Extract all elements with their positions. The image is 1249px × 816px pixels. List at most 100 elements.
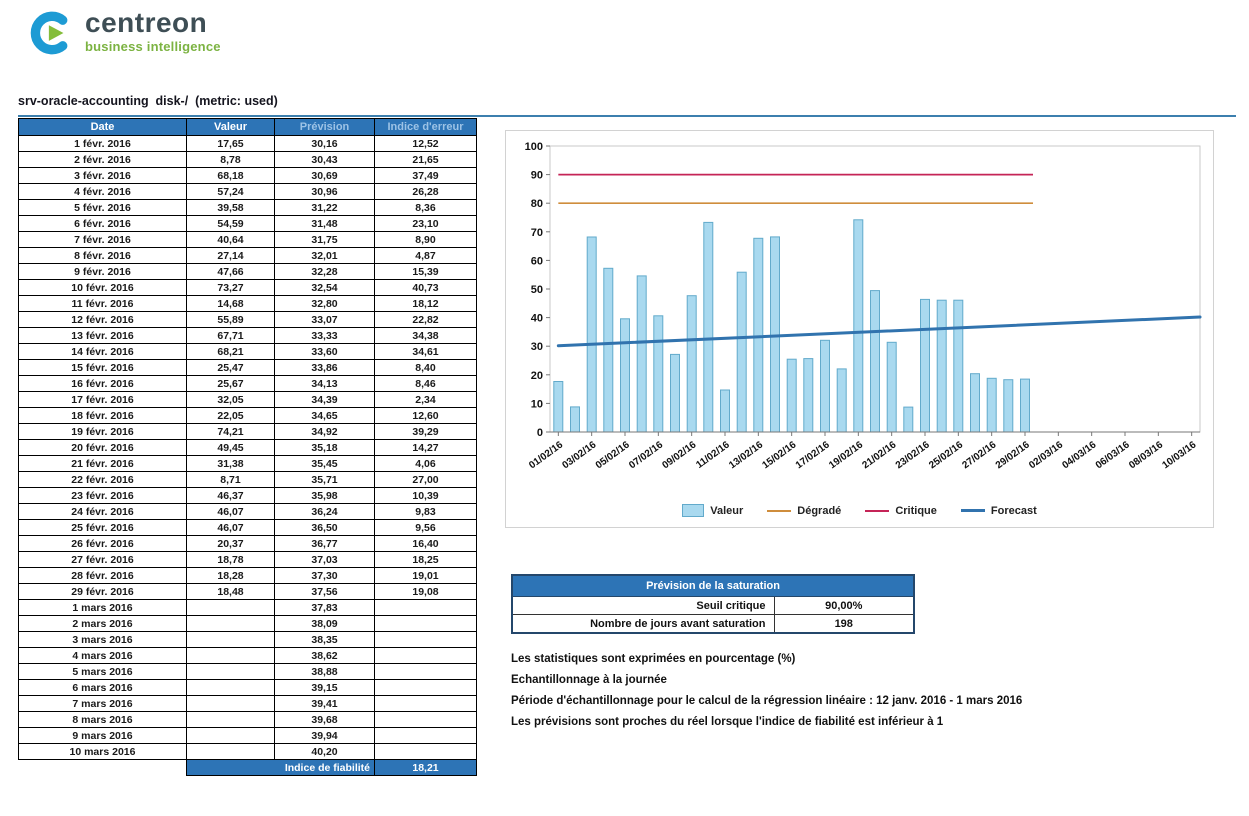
saturation-value: 90,00% <box>774 597 914 615</box>
column-header-erreur: Indice d'erreur <box>375 119 477 136</box>
erreur-cell: 34,38 <box>375 328 477 344</box>
prevision-cell: 34,92 <box>275 424 375 440</box>
erreur-cell: 2,34 <box>375 392 477 408</box>
valeur-cell: 27,14 <box>187 248 275 264</box>
valeur-bar <box>554 382 563 433</box>
valeur-cell <box>187 744 275 760</box>
table-row: 3 mars 201638,35 <box>19 632 477 648</box>
valeur-cell: 46,07 <box>187 520 275 536</box>
erreur-cell <box>375 744 477 760</box>
erreur-cell: 16,40 <box>375 536 477 552</box>
valeur-cell: 8,78 <box>187 152 275 168</box>
table-row: 2 mars 201638,09 <box>19 616 477 632</box>
valeur-cell: 49,45 <box>187 440 275 456</box>
date-cell: 5 mars 2016 <box>19 664 187 680</box>
legend-item-valeur: Valeur <box>682 504 743 517</box>
prevision-cell: 34,13 <box>275 376 375 392</box>
legend-label: Dégradé <box>797 505 841 517</box>
date-cell: 9 mars 2016 <box>19 728 187 744</box>
date-cell: 20 févr. 2016 <box>19 440 187 456</box>
valeur-cell: 31,38 <box>187 456 275 472</box>
legend-label: Critique <box>895 505 937 517</box>
table-row: 10 mars 201640,20 <box>19 744 477 760</box>
column-header-prevision: Prévision <box>275 119 375 136</box>
date-cell: 28 févr. 2016 <box>19 568 187 584</box>
date-cell: 10 mars 2016 <box>19 744 187 760</box>
table-row: 9 févr. 201647,6632,2815,39 <box>19 264 477 280</box>
prevision-cell: 36,50 <box>275 520 375 536</box>
valeur-cell <box>187 616 275 632</box>
table-row: 28 févr. 201618,2837,3019,01 <box>19 568 477 584</box>
prevision-cell: 37,03 <box>275 552 375 568</box>
erreur-cell: 9,56 <box>375 520 477 536</box>
column-header-date: Date <box>19 119 187 136</box>
valeur-cell: 68,18 <box>187 168 275 184</box>
prevision-cell: 39,68 <box>275 712 375 728</box>
svg-text:21/02/16: 21/02/16 <box>860 439 898 471</box>
table-row: 17 févr. 201632,0534,392,34 <box>19 392 477 408</box>
date-cell: 8 mars 2016 <box>19 712 187 728</box>
prevision-cell: 33,86 <box>275 360 375 376</box>
legend-label: Valeur <box>710 505 743 517</box>
erreur-cell: 4,06 <box>375 456 477 472</box>
erreur-cell <box>375 616 477 632</box>
table-row: 9 mars 201639,94 <box>19 728 477 744</box>
prevision-cell: 34,39 <box>275 392 375 408</box>
date-cell: 17 févr. 2016 <box>19 392 187 408</box>
valeur-cell: 18,28 <box>187 568 275 584</box>
forecast-table-body: 1 févr. 201617,6530,1612,522 févr. 20168… <box>19 136 477 760</box>
svg-text:30: 30 <box>531 341 543 353</box>
prevision-cell: 33,60 <box>275 344 375 360</box>
prevision-cell: 30,43 <box>275 152 375 168</box>
prevision-cell: 31,75 <box>275 232 375 248</box>
prevision-cell: 35,18 <box>275 440 375 456</box>
valeur-cell <box>187 664 275 680</box>
date-cell: 25 févr. 2016 <box>19 520 187 536</box>
valeur-cell <box>187 648 275 664</box>
valeur-cell: 46,07 <box>187 504 275 520</box>
table-row: 16 févr. 201625,6734,138,46 <box>19 376 477 392</box>
prevision-cell: 36,24 <box>275 504 375 520</box>
reliability-label: Indice de fiabilité <box>187 760 375 776</box>
valeur-cell: 67,71 <box>187 328 275 344</box>
erreur-cell: 8,36 <box>375 200 477 216</box>
prevision-cell: 36,77 <box>275 536 375 552</box>
valeur-bar <box>971 374 980 432</box>
svg-text:100: 100 <box>525 141 543 153</box>
prevision-cell: 30,96 <box>275 184 375 200</box>
legend-label: Forecast <box>991 505 1037 517</box>
erreur-cell: 23,10 <box>375 216 477 232</box>
forecast-swatch-icon <box>961 509 985 512</box>
valeur-cell: 17,65 <box>187 136 275 152</box>
valeur-bar <box>571 407 580 432</box>
saturation-label: Nombre de jours avant saturation <box>512 615 774 634</box>
table-row: 10 févr. 201673,2732,5440,73 <box>19 280 477 296</box>
valeur-cell <box>187 712 275 728</box>
saturation-row: Seuil critique90,00% <box>512 597 914 615</box>
prevision-cell: 38,35 <box>275 632 375 648</box>
erreur-cell: 19,01 <box>375 568 477 584</box>
legend-item-critique: Critique <box>865 505 937 517</box>
table-row: 2 févr. 20168,7830,4321,65 <box>19 152 477 168</box>
date-cell: 9 févr. 2016 <box>19 264 187 280</box>
saturation-title: Prévision de la saturation <box>512 575 914 597</box>
valeur-cell: 18,48 <box>187 584 275 600</box>
valeur-cell <box>187 600 275 616</box>
report-notes: Les statistiques sont exprimées en pourc… <box>511 653 1211 737</box>
brand-tagline: business intelligence <box>85 39 221 54</box>
valeur-bar <box>687 296 696 432</box>
erreur-cell <box>375 632 477 648</box>
date-cell: 23 févr. 2016 <box>19 488 187 504</box>
note-line: Les prévisions sont proches du réel lors… <box>511 716 1211 728</box>
valeur-bar <box>721 390 730 432</box>
erreur-cell <box>375 712 477 728</box>
table-row: 26 févr. 201620,3736,7716,40 <box>19 536 477 552</box>
erreur-cell: 8,46 <box>375 376 477 392</box>
valeur-bar <box>904 407 913 432</box>
valeur-bar <box>937 300 946 432</box>
forecast-table-footer: Indice de fiabilité 18,21 <box>19 760 477 776</box>
svg-text:05/02/16: 05/02/16 <box>594 439 632 471</box>
svg-text:08/03/16: 08/03/16 <box>1127 439 1165 471</box>
valeur-bar <box>954 300 963 432</box>
erreur-cell: 4,87 <box>375 248 477 264</box>
